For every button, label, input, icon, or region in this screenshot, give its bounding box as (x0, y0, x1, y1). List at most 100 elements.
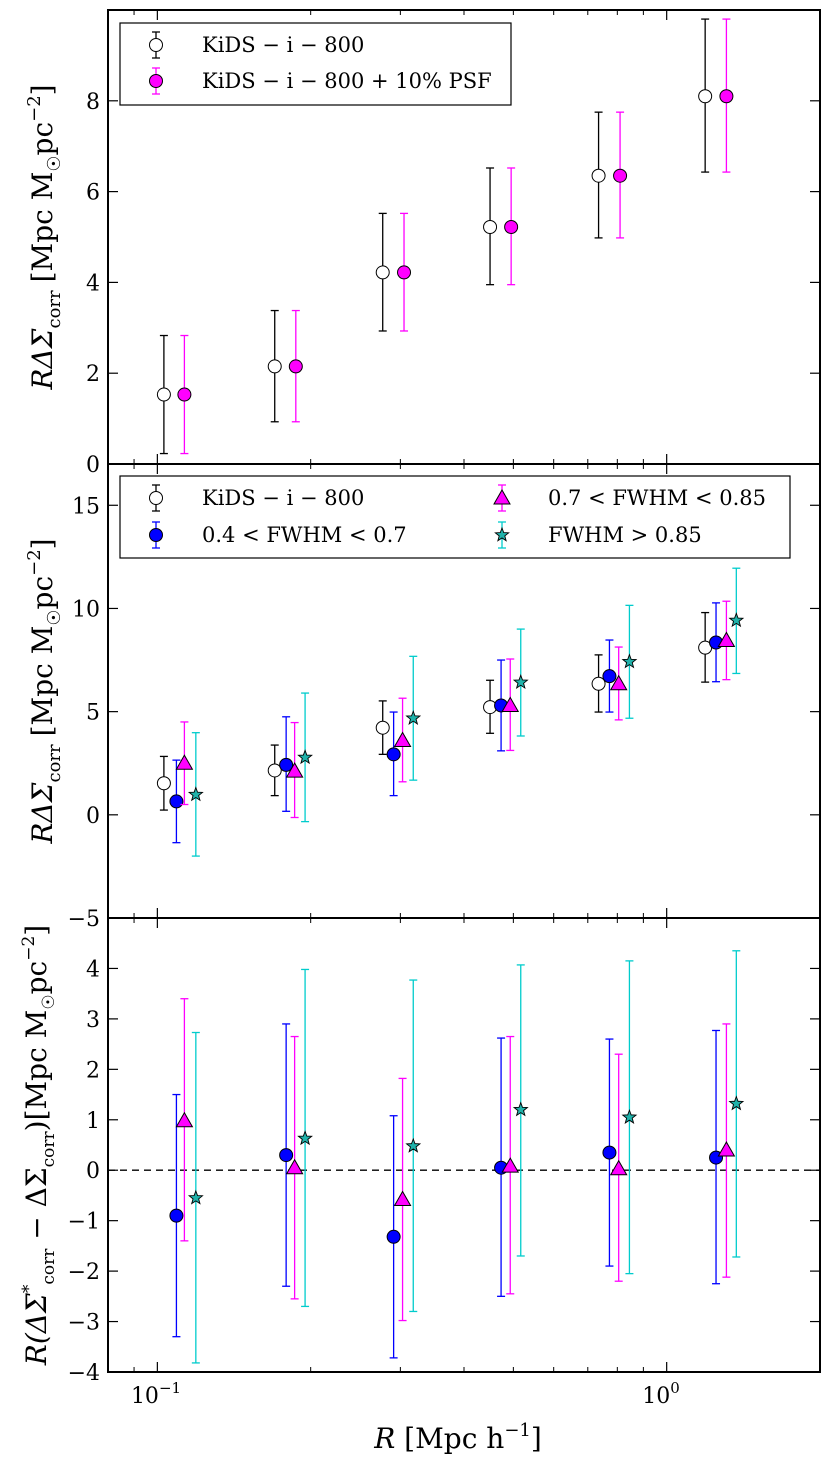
bottom-series-2-point (501, 1157, 520, 1173)
top-legend-entry-1-marker (149, 38, 163, 52)
top-legend: KiDS − i − 800 KiDS − i − 800 + 10% PSF (119, 22, 512, 106)
middle-legend-label-4: FWHM > 0.85 (548, 523, 702, 547)
x-tick-label-0.1: 10−1 (131, 1379, 181, 1409)
middle-legend-box (119, 475, 791, 559)
middle-legend-entry-3-marker (493, 488, 511, 505)
top-series-2 (177, 18, 734, 455)
bottom-series-3-point (512, 1101, 529, 1117)
bottom-series-3-point (621, 1108, 638, 1124)
middle-y-tick-label: 10 (72, 597, 100, 622)
middle-legend-markers (149, 484, 511, 549)
top-panel-marks (156, 18, 734, 455)
middle-series-2 (169, 602, 724, 844)
middle-series-1 (156, 611, 713, 811)
middle-panel-marks (156, 567, 745, 857)
top-legend-markers (149, 31, 163, 95)
middle-series-4-point (405, 709, 422, 725)
bottom-series-3-point (728, 1095, 745, 1111)
top-series-2-point (288, 359, 303, 374)
ticks-layer: 0 2 4 6 8 −5 0 5 10 15 −4 −3 −2 −1 0 1 2 3 4 (68, 10, 821, 1386)
bottom-y-tick-label: 1 (86, 1109, 100, 1134)
top-series-2-point (177, 387, 192, 402)
middle-series-1-point (156, 776, 171, 791)
top-legend-box (119, 22, 512, 106)
middle-legend: KiDS − i − 800 0.4 < FWHM < 0.7 0.7 < FW… (119, 475, 791, 559)
middle-series-3 (175, 600, 736, 819)
x-axis-label: R [Mpc h−1] (373, 1420, 542, 1455)
middle-series-3-point (501, 696, 520, 712)
middle-series-4-point (297, 749, 313, 765)
middle-series-1-point (375, 720, 390, 735)
middle-series-2-point (386, 747, 401, 762)
top-series-1-point (375, 265, 390, 280)
middle-series-3-point (609, 674, 628, 691)
top-y-tick-label: 2 (86, 362, 100, 387)
middle-series-2-point (279, 757, 294, 772)
top-series-2-point (719, 89, 734, 104)
top-legend-entry-2-marker (149, 74, 163, 88)
middle-y-tick-label: 0 (86, 804, 100, 829)
bottom-y-tick-label: −1 (68, 1210, 100, 1235)
bottom-series-2-point (717, 1141, 736, 1157)
middle-legend-entry-4-marker (494, 526, 510, 542)
middle-y-tick-label: 15 (72, 494, 100, 519)
middle-series-4-point (728, 612, 745, 628)
bottom-series-3 (187, 950, 745, 1364)
middle-series-4-point (512, 674, 529, 690)
bottom-y-tick-label: 2 (86, 1058, 100, 1083)
bottom-y-tick-label: 0 (86, 1159, 100, 1184)
bottom-series-3-point (405, 1137, 422, 1153)
middle-series-3-point (285, 762, 304, 778)
middle-series-3-point (175, 754, 194, 770)
bottom-panel-frame (107, 917, 821, 1373)
bottom-y-tick-label: 4 (86, 957, 100, 982)
bottom-series-1-point (279, 1148, 294, 1163)
middle-legend-label-1: KiDS − i − 800 (202, 486, 364, 510)
top-y-tick-label: 0 (86, 453, 100, 478)
middle-y-axis-label: RΔΣcorr[Mpc M☉pc−2] (24, 538, 65, 844)
bottom-series-1-point (169, 1208, 184, 1223)
top-series-2-point (613, 168, 628, 183)
top-y-tick-label: 8 (86, 90, 100, 115)
middle-series-4 (187, 567, 745, 857)
top-y-axis-label: RΔΣcorr[Mpc M☉pc−2] (24, 84, 65, 390)
bottom-y-tick-label: −4 (68, 1361, 100, 1386)
top-series-1-point (591, 168, 606, 183)
middle-y-tick-label: 5 (86, 701, 100, 726)
middle-series-4-point (187, 786, 204, 802)
middle-legend-label-2: 0.4 < FWHM < 0.7 (202, 523, 407, 547)
bottom-series-2-point (393, 1190, 412, 1206)
middle-series-4-point (621, 653, 638, 669)
middle-legend-label-3: 0.7 < FWHM < 0.85 (548, 486, 766, 510)
top-legend-label-2: KiDS − i − 800 + 10% PSF (202, 69, 492, 93)
middle-legend-entry-2-marker (149, 528, 163, 542)
bottom-y-tick-label: 3 (86, 1008, 100, 1033)
middle-series-2-point (169, 794, 184, 809)
top-y-tick-label: 4 (86, 271, 100, 296)
top-series-1-point (267, 359, 282, 374)
middle-y-tick-label: −5 (68, 907, 100, 932)
bottom-series-2-point (175, 1111, 194, 1128)
bottom-series-3-point (187, 1189, 204, 1205)
middle-legend-entry-1-marker (149, 491, 163, 505)
top-y-tick-label: 6 (86, 181, 100, 206)
bottom-series-2-point (285, 1158, 304, 1175)
x-tick-label-1: 100 (642, 1379, 680, 1409)
middle-series-1-point (591, 676, 606, 691)
middle-series-3-point (717, 631, 736, 647)
top-series-2-point (397, 265, 412, 280)
bottom-series-1-point (386, 1229, 401, 1244)
bottom-series-2-point (609, 1159, 628, 1176)
top-series-1 (156, 18, 713, 455)
bottom-y-axis-label: R(ΔΣ*corr − ΔΣcorr)[Mpc M☉pc−2] (19, 925, 59, 1366)
top-series-1-point (483, 220, 498, 235)
top-series-1-point (156, 387, 171, 402)
bottom-series-3-point (297, 1130, 313, 1146)
middle-series-2-point (602, 669, 617, 684)
bottom-y-tick-label: −2 (68, 1260, 100, 1285)
bottom-series-1-point (602, 1145, 617, 1160)
bottom-panel-marks (108, 950, 820, 1364)
top-legend-label-1: KiDS − i − 800 (202, 33, 364, 57)
top-series-2-point (504, 220, 519, 235)
